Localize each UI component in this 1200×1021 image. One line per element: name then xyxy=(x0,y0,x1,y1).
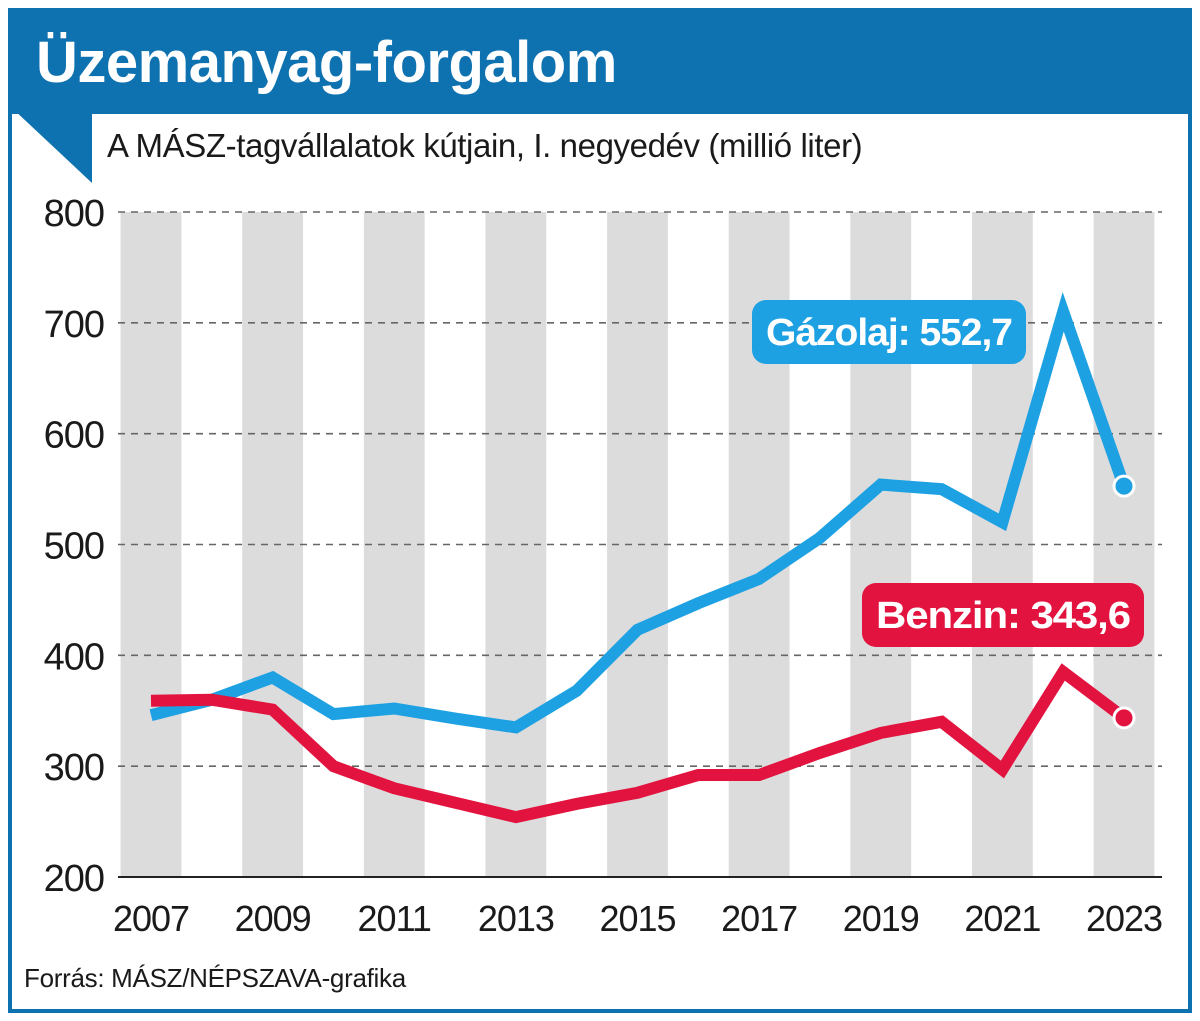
series-labels: Gázolaj: 552,7 Benzin: 343,6 xyxy=(752,300,1144,647)
chart-subtitle: A MÁSZ-tagvállalatok kútjain, I. negyedé… xyxy=(107,127,863,164)
gridlines xyxy=(118,211,1162,767)
label-box-gázolaj xyxy=(752,300,1026,364)
series-label-benzin: Benzin: 343,6 xyxy=(876,595,1130,637)
y-axis-ticks: 200 300 400 500 600 700 800 xyxy=(44,193,105,900)
x-tick-label: 2007 xyxy=(113,898,189,939)
y-tick-label: 300 xyxy=(44,747,104,789)
end-marker-gázolaj xyxy=(1112,474,1136,498)
y-tick-label: 200 xyxy=(44,858,104,900)
source-note: Forrás: MÁSZ/NÉPSZAVA-grafika xyxy=(24,963,406,993)
end-marker-benzin xyxy=(1112,706,1136,730)
x-tick-label: 2017 xyxy=(721,898,797,939)
series-line-benzin xyxy=(150,663,1128,824)
chart-title: Üzemanyag-forgalom xyxy=(36,30,617,95)
y-tick-label: 500 xyxy=(44,526,104,568)
series-label-gázolaj: Gázolaj: 552,7 xyxy=(766,312,1012,354)
label-box-benzin xyxy=(862,583,1144,647)
series-layer xyxy=(149,292,1136,824)
y-tick-label: 700 xyxy=(44,304,104,346)
x-tick-label: 2019 xyxy=(843,898,919,939)
y-tick-label: 600 xyxy=(44,415,104,457)
x-axis-ticks: 2007 2009 2011 2013 2015 2017 2019 2021 2023 xyxy=(113,898,1163,939)
x-tick-label: 2021 xyxy=(964,898,1040,939)
x-tick-label: 2023 xyxy=(1086,898,1162,939)
x-tick-label: 2009 xyxy=(235,898,311,939)
title-tab-corner xyxy=(12,108,92,183)
x-tick-label: 2015 xyxy=(599,898,675,939)
x-tick-label: 2013 xyxy=(478,898,554,939)
y-tick-label: 800 xyxy=(44,193,104,235)
title-bar: Üzemanyag-forgalom xyxy=(12,12,1188,114)
x-tick-label: 2011 xyxy=(358,898,431,939)
y-tick-label: 400 xyxy=(44,636,104,678)
series-line-gázolaj xyxy=(149,292,1130,734)
